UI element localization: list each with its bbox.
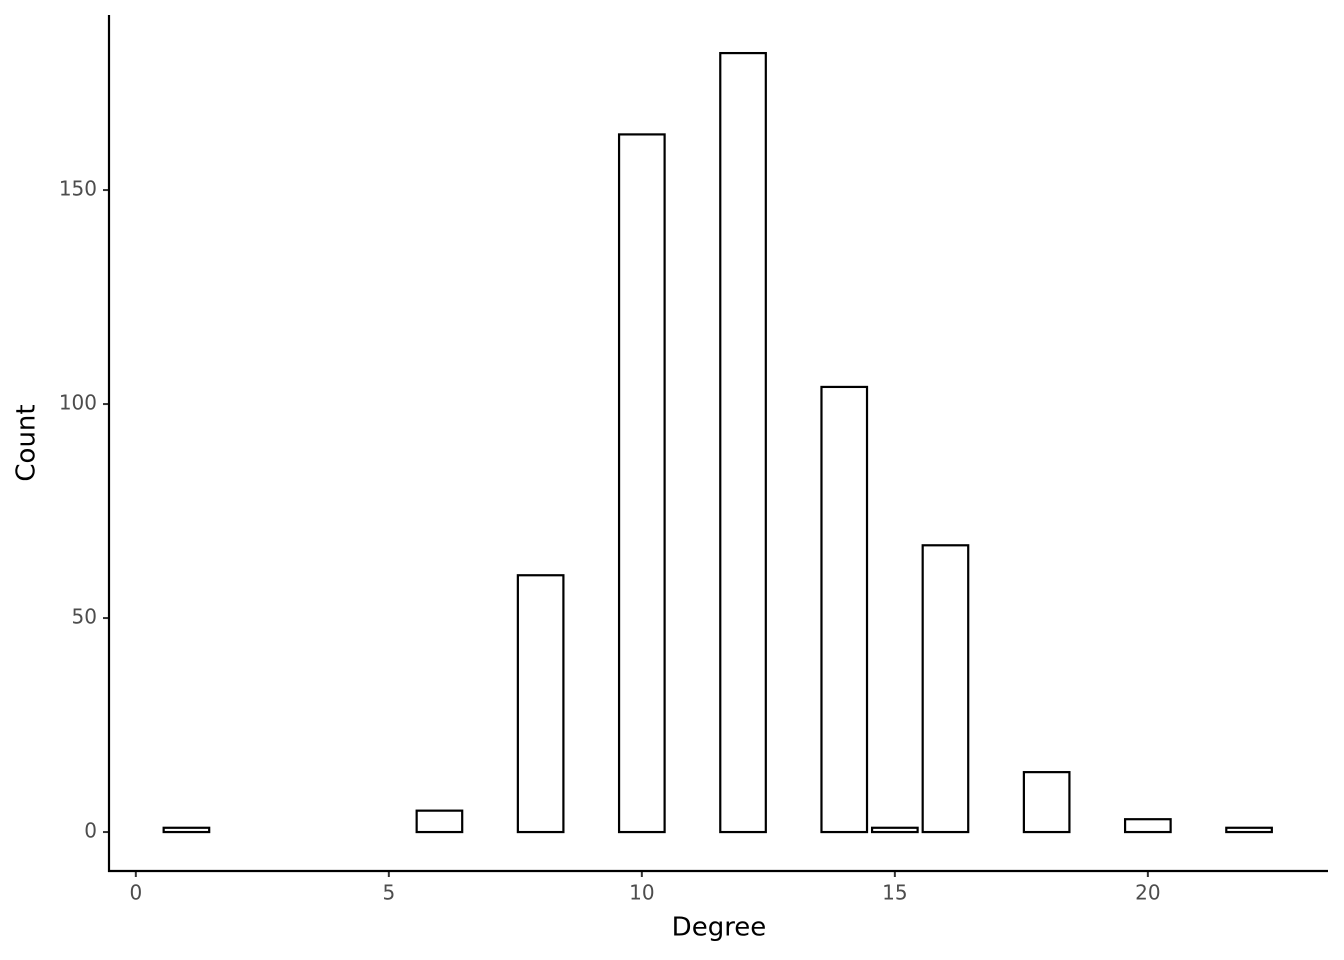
x-tick-label: 0: [129, 881, 142, 905]
bar: [1225, 826, 1273, 834]
y-tick-label: 0: [84, 819, 97, 843]
x-tick-label: 15: [882, 881, 907, 905]
bar: [516, 574, 565, 834]
bar: [617, 133, 666, 834]
x-tick-label: 10: [629, 881, 654, 905]
bar: [921, 544, 970, 834]
bar: [1022, 771, 1071, 834]
bar: [415, 809, 464, 834]
y-tick-label: 50: [72, 605, 97, 629]
y-tick-label: 150: [59, 177, 97, 201]
x-tick-label: 20: [1135, 881, 1160, 905]
x-axis-title: Degree: [672, 913, 767, 943]
bar: [719, 51, 767, 834]
y-tick-label: 100: [59, 391, 97, 415]
bar: [820, 385, 869, 834]
bar: [162, 826, 211, 834]
x-tick-label: 5: [382, 881, 395, 905]
bar: [870, 826, 919, 834]
y-axis-title: Count: [12, 404, 42, 481]
bar: [1123, 818, 1172, 834]
